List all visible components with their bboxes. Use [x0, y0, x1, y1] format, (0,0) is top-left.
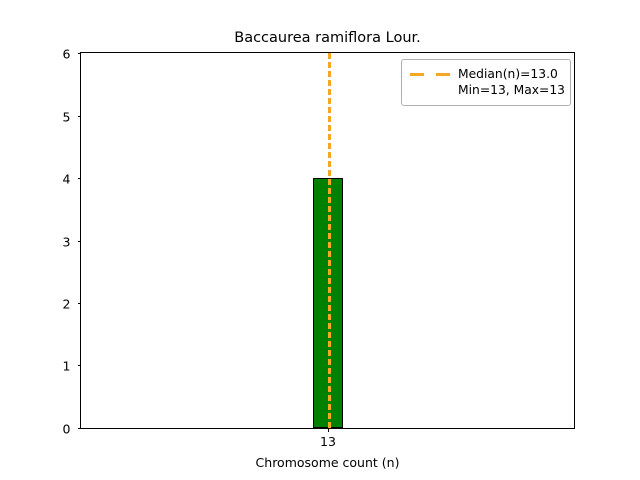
ytick-mark-5: 5: [63, 109, 81, 124]
ytick-mark-2: 2: [63, 297, 81, 312]
ytick-label-6: 6: [62, 46, 71, 62]
median-line: [327, 53, 331, 428]
xtick-label-13: 13: [320, 434, 336, 449]
ytick-mark-1: 1: [63, 359, 81, 374]
ytick-label-2: 2: [62, 296, 71, 312]
ytick-mark-0: 0: [63, 422, 81, 437]
legend: Median(n)=13.0 Min=13, Max=13: [401, 59, 571, 107]
xtick-mark-13: [327, 428, 329, 432]
dashed-line-icon: [410, 73, 450, 76]
legend-label-minmax: Min=13, Max=13: [458, 83, 565, 98]
plot-inner: [81, 53, 574, 428]
y-axis-label: Num of counts (Total 4): [10, 0, 50, 92]
ytick-label-0: 0: [62, 421, 71, 437]
ytick-label-4: 4: [62, 171, 71, 187]
ytick-mark-6: 6: [63, 47, 81, 62]
ytick-label-1: 1: [62, 358, 71, 374]
legend-row: Median(n)=13.0 Min=13, Max=13: [410, 66, 565, 98]
ytick-mark-4: 4: [63, 171, 81, 186]
plot-area: 0 1 2 3 4 5 6 13 M: [63, 47, 575, 449]
ytick-label-3: 3: [62, 234, 71, 249]
legend-label-median: Median(n)=13.0: [458, 67, 558, 81]
ytick-label-5: 5: [62, 109, 71, 124]
page-title: Baccaurea ramiflora Lour.: [234, 30, 421, 46]
ytick-mark-3: 3: [63, 234, 81, 249]
x-axis-label: Chromosome count (n): [255, 455, 400, 470]
